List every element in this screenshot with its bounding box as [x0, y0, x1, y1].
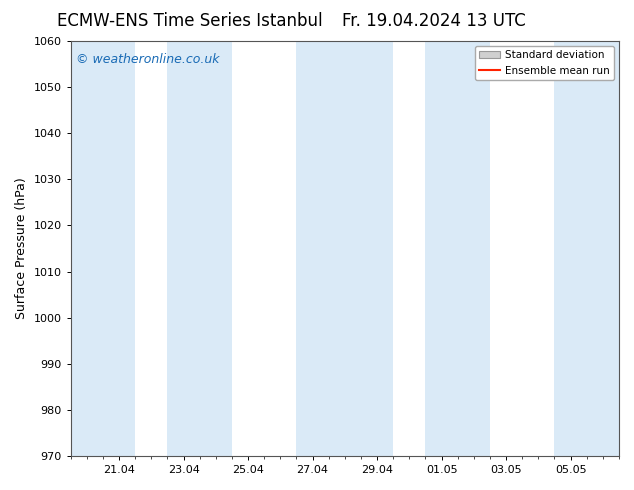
Text: ECMW-ENS Time Series Istanbul: ECMW-ENS Time Series Istanbul	[58, 12, 323, 30]
Bar	[555, 41, 619, 456]
Text: Fr. 19.04.2024 13 UTC: Fr. 19.04.2024 13 UTC	[342, 12, 526, 30]
Text: © weatheronline.co.uk: © weatheronline.co.uk	[76, 53, 220, 67]
Bar	[297, 41, 393, 456]
Bar	[425, 41, 490, 456]
Y-axis label: Surface Pressure (hPa): Surface Pressure (hPa)	[15, 178, 28, 319]
Bar	[167, 41, 232, 456]
Legend: Standard deviation, Ensemble mean run: Standard deviation, Ensemble mean run	[475, 46, 614, 80]
Bar	[71, 41, 135, 456]
